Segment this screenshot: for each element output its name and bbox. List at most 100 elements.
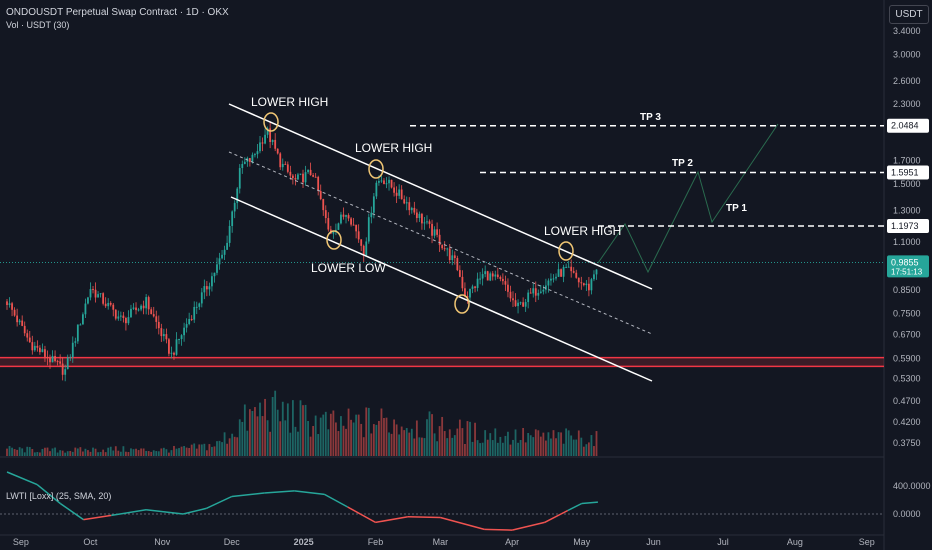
candle-body — [145, 297, 148, 309]
volume-bar — [76, 448, 79, 456]
volume-bar — [23, 452, 26, 456]
volume-bar — [362, 437, 365, 456]
candle-body — [112, 304, 115, 310]
volume-bar — [99, 451, 102, 456]
volume-bar — [365, 407, 368, 456]
volume-bar — [16, 449, 19, 456]
candle-body — [251, 154, 254, 162]
volume-bar — [109, 446, 112, 456]
volume-bar — [304, 404, 307, 456]
volume-bar — [319, 417, 322, 456]
volume-bar — [66, 451, 69, 456]
price-badge — [887, 165, 929, 180]
volume-bar — [180, 446, 183, 456]
candle-body — [524, 302, 527, 307]
volume-bar — [423, 438, 426, 456]
currency-button[interactable]: USDT — [889, 5, 929, 24]
candle-body — [165, 334, 168, 340]
volume-bar — [205, 450, 208, 456]
candle-body — [580, 282, 583, 284]
candle-body — [415, 212, 418, 219]
volume-bar — [507, 431, 509, 456]
lwti-segment — [375, 516, 409, 524]
candle-body — [458, 270, 461, 277]
candle-body — [486, 271, 489, 281]
volume-bar — [471, 441, 474, 456]
volume-bar — [388, 432, 390, 456]
channel-lower-line — [230, 196, 653, 382]
candle-body — [198, 303, 201, 307]
candle-body — [36, 345, 39, 348]
volume-bar — [271, 396, 274, 456]
volume-bar — [527, 433, 530, 456]
volume-bar — [119, 451, 122, 456]
volume-bar — [241, 421, 244, 456]
candle-body — [403, 199, 406, 204]
volume-bar — [562, 443, 565, 456]
volume-bar — [514, 429, 517, 456]
candle-body — [238, 168, 241, 189]
volume-bar — [125, 451, 127, 456]
volume-bar — [410, 428, 413, 456]
candle-body — [64, 369, 67, 375]
volume-bar — [254, 407, 256, 456]
candle-body — [441, 245, 444, 249]
candle-body — [461, 276, 464, 289]
candle-body — [168, 339, 170, 354]
candle-body — [162, 334, 165, 337]
candle-body — [484, 271, 487, 275]
volume-bar — [378, 420, 380, 456]
volume-bar — [233, 436, 236, 456]
volume-bar — [211, 446, 213, 456]
candle-body — [395, 192, 398, 196]
time-tick-label: Aug — [787, 537, 803, 547]
volume-bar — [279, 421, 282, 456]
volume-bar — [150, 451, 153, 456]
candle-body — [372, 196, 375, 213]
volume-bar — [178, 448, 180, 456]
volume-bar — [360, 423, 363, 456]
volume-bar — [266, 420, 269, 456]
volume-bar — [522, 428, 525, 456]
candle-body — [355, 224, 358, 232]
candle-body — [317, 176, 320, 192]
volume-bar — [259, 402, 261, 456]
candle-body — [99, 293, 102, 295]
volume-bar — [309, 436, 312, 456]
volume-bar — [79, 447, 82, 456]
volume-bar — [26, 446, 29, 456]
candle-body — [451, 255, 454, 261]
candle-body — [370, 212, 373, 218]
pivot-marker — [326, 230, 342, 250]
volume-bar — [51, 448, 54, 456]
candle-body — [312, 175, 315, 177]
candle-body — [205, 286, 208, 290]
last-price-label: 0.9855 — [891, 257, 919, 267]
volume-bar — [114, 446, 117, 456]
price-badge — [887, 118, 929, 133]
volume-bar — [87, 450, 89, 456]
price-badge-label: 1.5951 — [891, 167, 919, 177]
candle-body — [557, 269, 560, 277]
price-tick-label: 0.5900 — [893, 353, 921, 363]
volume-bar — [499, 436, 502, 456]
candle-body — [474, 286, 476, 288]
volume-bar — [264, 398, 266, 456]
candle-body — [256, 151, 259, 155]
volume-bar — [89, 451, 92, 456]
volume-bar — [408, 432, 411, 456]
candle-body — [286, 164, 289, 172]
volume-bar — [479, 443, 482, 456]
candle-body — [89, 289, 92, 298]
candle-body — [180, 335, 183, 340]
volume-bar — [542, 432, 545, 456]
candle-body — [147, 297, 150, 310]
volume-bar — [565, 428, 568, 456]
volume-bar — [145, 450, 148, 456]
price-tick-label: 2.6000 — [893, 76, 921, 86]
volume-bar — [317, 434, 320, 456]
volume-bar — [486, 439, 489, 456]
volume-bar — [324, 411, 327, 456]
volume-bar — [195, 448, 198, 456]
